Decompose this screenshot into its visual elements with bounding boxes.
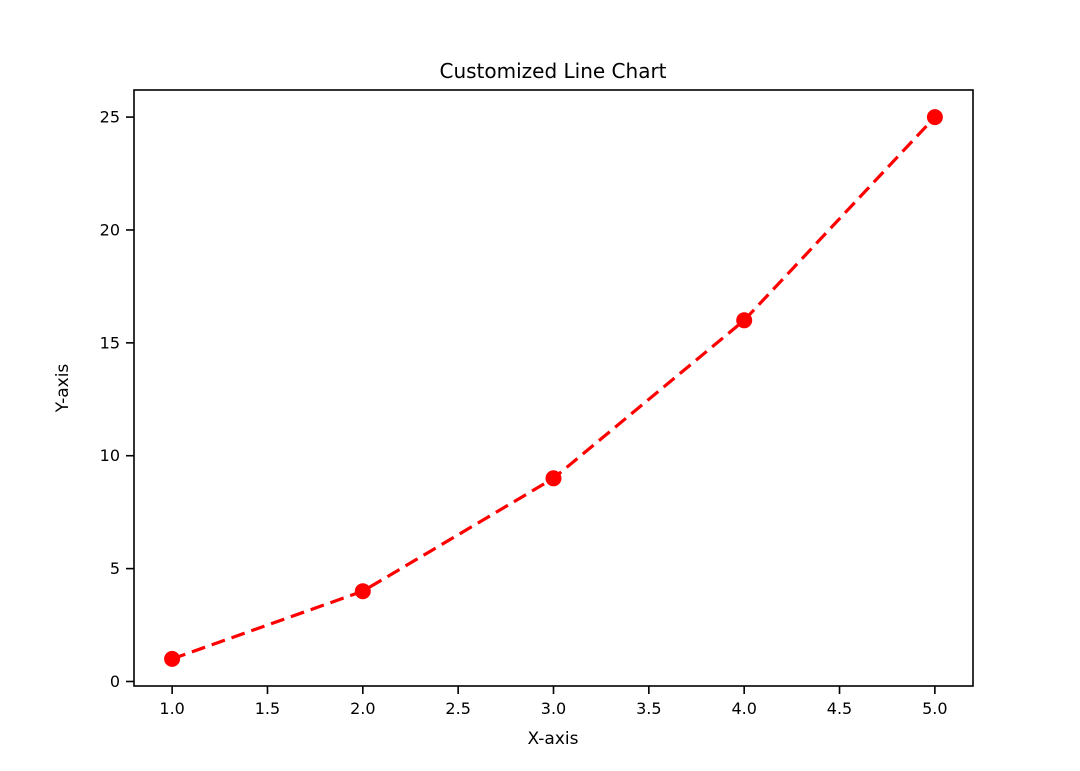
x-tick-label: 1.0 — [159, 699, 184, 718]
y-tick-label: 0 — [110, 672, 120, 691]
x-tick-label: 2.5 — [445, 699, 470, 718]
x-tick-label: 3.0 — [541, 699, 566, 718]
y-tick-label: 10 — [100, 446, 120, 465]
series-markers — [164, 109, 943, 667]
x-tick-label: 4.5 — [827, 699, 852, 718]
y-tick-label: 25 — [100, 108, 120, 127]
y-tick-label: 20 — [100, 220, 120, 239]
x-tick-label: 5.0 — [922, 699, 947, 718]
data-point — [926, 109, 943, 126]
y-axis-label: Y-axis — [53, 364, 73, 414]
series-line — [171, 116, 937, 661]
x-tick-label: 1.5 — [255, 699, 280, 718]
x-axis-ticks: 1.0 1.5 2.0 2.5 3.0 3.5 4.0 4.5 5.0 — [159, 686, 948, 718]
x-tick-label: 3.5 — [636, 699, 661, 718]
data-point — [354, 583, 371, 600]
y-axis-ticks: 0 5 10 15 20 25 — [100, 108, 134, 691]
x-tick-label: 4.0 — [731, 699, 756, 718]
data-point — [164, 650, 181, 667]
y-tick-label: 5 — [110, 559, 120, 578]
x-tick-label: 2.0 — [350, 699, 375, 718]
data-point — [736, 312, 753, 329]
y-tick-label: 15 — [100, 333, 120, 352]
data-point — [545, 470, 562, 487]
plot-frame — [133, 89, 974, 687]
chart-title: Customized Line Chart — [439, 59, 666, 83]
x-axis-label: X-axis — [528, 729, 579, 749]
